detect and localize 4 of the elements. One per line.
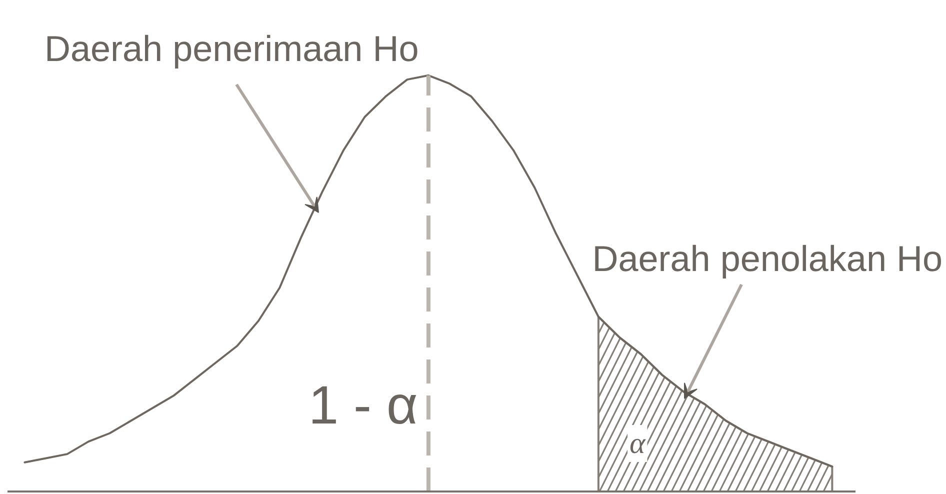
annotation: α xyxy=(630,427,646,460)
text: Daerah penerimaan Ho xyxy=(44,28,419,69)
annotation: Daerah penolakan Ho xyxy=(592,238,943,279)
annotation: 1 - α xyxy=(308,376,418,436)
